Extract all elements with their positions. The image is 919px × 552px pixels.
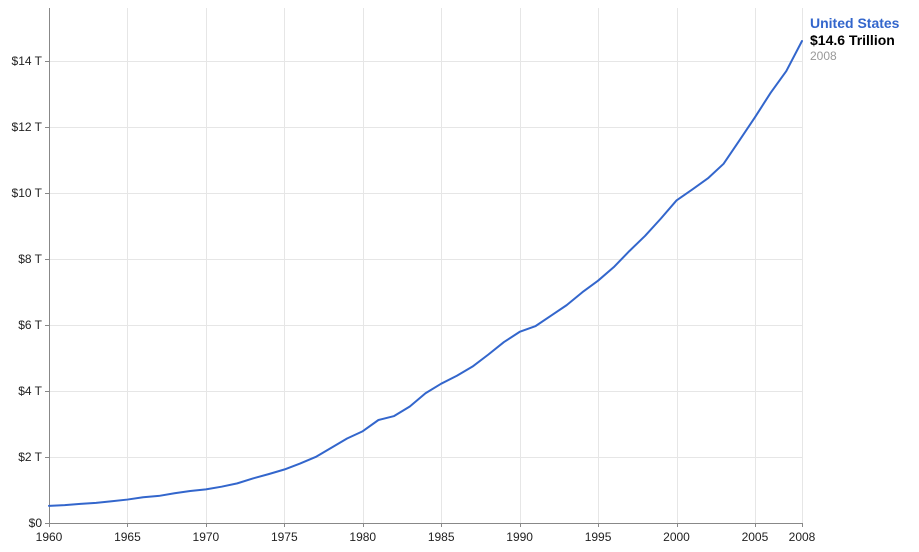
x-tick-label: 1975 [271, 530, 298, 544]
x-tick-label: 1985 [428, 530, 455, 544]
y-tick-label: $2 T [18, 450, 42, 464]
y-tick-label: $8 T [18, 252, 42, 266]
x-tick-label: 2005 [742, 530, 769, 544]
y-tick-label: $0 [29, 516, 43, 530]
x-tick-label: 2000 [663, 530, 690, 544]
x-tick-label: 1990 [506, 530, 533, 544]
x-tick-labels: 1960 1965 1970 1975 1980 1985 1990 1995 2000 2005… [36, 530, 816, 544]
x-tick-label: 1970 [193, 530, 220, 544]
x-tick-label: 2008 [789, 530, 816, 544]
y-tick-label: $12 T [12, 120, 43, 134]
y-tick-label: $4 T [18, 384, 42, 398]
x-tick-label: 1960 [36, 530, 63, 544]
grid [49, 8, 803, 523]
x-tick-label: 1965 [114, 530, 141, 544]
x-tick-label: 1980 [349, 530, 376, 544]
y-tick-labels: $0 $2 T $4 T $6 T $8 T $10 T $12 T $14 T [12, 54, 43, 530]
y-tick-label: $14 T [12, 54, 43, 68]
series-line-united-states[interactable] [48, 40, 803, 507]
legend-year: 2008 [810, 49, 837, 63]
axes [45, 8, 803, 527]
legend: United States $14.6 Trillion 2008 [810, 15, 918, 63]
y-tick-label: $6 T [18, 318, 42, 332]
legend-series-name[interactable]: United States [810, 15, 900, 31]
y-tick-label: $10 T [12, 186, 43, 200]
series-group [48, 40, 803, 507]
legend-value: $14.6 Trillion [810, 32, 895, 48]
x-tick-label: 1995 [585, 530, 612, 544]
